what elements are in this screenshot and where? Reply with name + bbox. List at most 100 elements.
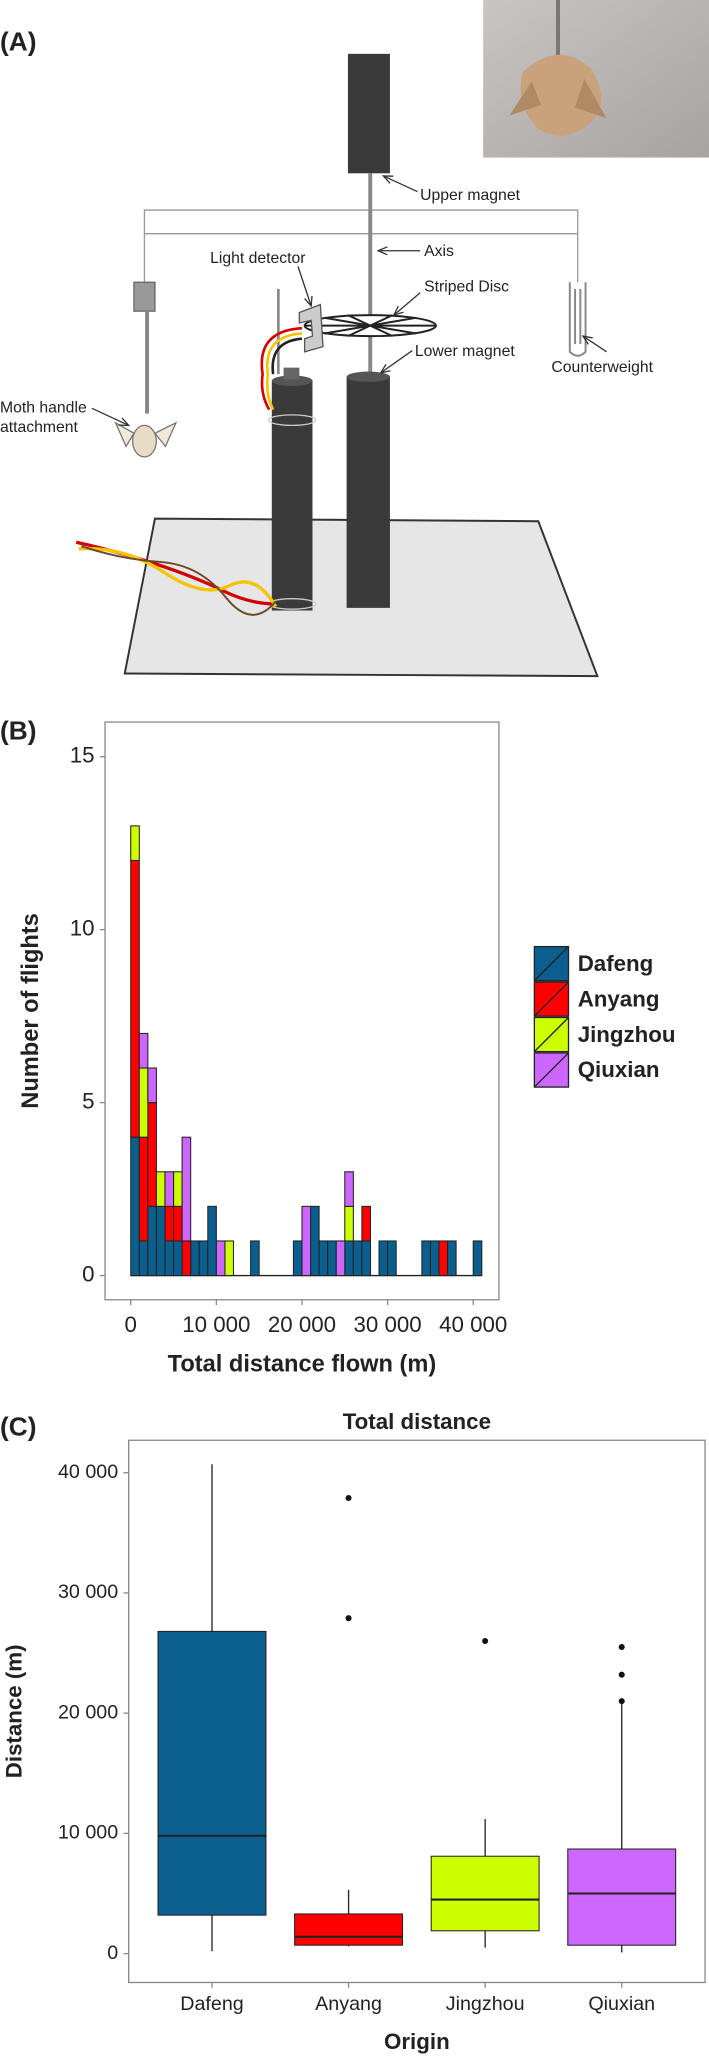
- bar: [130, 859, 140, 1138]
- bar: [378, 1240, 389, 1277]
- light-detector-shape: [298, 303, 324, 353]
- support-cylinder: [271, 380, 313, 611]
- diagram-label: Moth handle: [0, 399, 87, 416]
- box: [430, 1855, 540, 1932]
- y-tick-label: 10: [70, 916, 95, 941]
- bar: [361, 1205, 372, 1242]
- disc-stripes: [304, 314, 436, 337]
- y-tick-label: 30 000: [58, 1581, 118, 1603]
- diagram: Upper magnet Axis Light detector Striped…: [0, 0, 709, 678]
- diagram-label: Lower magnet: [415, 343, 515, 360]
- cylinder-top: [271, 375, 313, 386]
- arrow: [583, 336, 607, 353]
- diagram-label: attachment: [0, 419, 79, 436]
- bar: [181, 1240, 192, 1277]
- bar: [335, 1240, 346, 1277]
- x-axis-title: Total distance flown (m): [168, 1352, 437, 1378]
- moth: [131, 424, 157, 458]
- x-tick-label: 10 000: [182, 1312, 250, 1337]
- bar: [138, 1032, 149, 1069]
- x-tick-label: 30 000: [354, 1312, 422, 1337]
- clip: [133, 281, 156, 312]
- x-tick-label: Dafeng: [180, 1993, 244, 2015]
- bar: [472, 1240, 483, 1277]
- counterweight-shape: [568, 282, 587, 357]
- arrow: [394, 292, 421, 315]
- legend-label: Jingzhou: [578, 1022, 676, 1047]
- photo-moth: [520, 54, 602, 136]
- bar: [429, 1240, 440, 1277]
- bar: [215, 1240, 226, 1277]
- x-tick-label: Jingzhou: [446, 1993, 525, 2015]
- crossbar: [143, 209, 579, 235]
- wire: [78, 546, 278, 608]
- y-tick-label: 15: [70, 743, 95, 768]
- bar: [130, 825, 140, 861]
- bar: [147, 1205, 157, 1277]
- bar: [155, 1205, 166, 1277]
- diagram-label: Light detector: [210, 250, 305, 267]
- legend-slash: [533, 1052, 569, 1088]
- bar: [344, 1171, 354, 1207]
- bar: [138, 1136, 149, 1242]
- diagram-label: Upper magnet: [420, 187, 520, 204]
- legend-label: Qiuxian: [578, 1057, 660, 1082]
- bar: [138, 1240, 149, 1277]
- x-tick-label: 40 000: [439, 1312, 507, 1337]
- x-tick-label: 0: [125, 1312, 137, 1337]
- y-tick-label: 0: [82, 1261, 94, 1286]
- outlier: [618, 1644, 625, 1651]
- box: [157, 1630, 267, 1916]
- wire: [271, 337, 303, 375]
- outlier: [618, 1698, 625, 1705]
- bar: [447, 1240, 457, 1277]
- x-axis-title: Origin: [384, 2029, 450, 2054]
- panel-label: (C): [0, 1411, 36, 1441]
- bar: [198, 1240, 209, 1277]
- outlier: [618, 1671, 625, 1678]
- bar: [190, 1240, 200, 1277]
- legend-slash: [533, 981, 569, 1017]
- wire: [265, 332, 303, 411]
- bar: [164, 1240, 175, 1277]
- bar: [352, 1240, 363, 1277]
- bar: [164, 1171, 175, 1207]
- bar: [310, 1205, 320, 1277]
- y-tick-label: 0: [107, 1942, 118, 1964]
- y-tick-label: 40 000: [58, 1461, 118, 1483]
- diagram-label: Striped Disc: [424, 279, 509, 296]
- bar: [155, 1171, 166, 1207]
- bar: [173, 1240, 183, 1277]
- cap: [283, 367, 300, 380]
- x-tick-label: 20 000: [268, 1312, 336, 1337]
- y-axis-title: Distance (m): [2, 1644, 27, 1778]
- arrow: [381, 350, 413, 373]
- panel-label: (A): [0, 26, 36, 56]
- bar: [361, 1240, 372, 1277]
- bar: [344, 1240, 354, 1277]
- y-tick-label: 20 000: [58, 1701, 118, 1723]
- arrow: [383, 176, 418, 193]
- bar: [327, 1240, 337, 1277]
- upper-magnet-shape: [347, 53, 390, 174]
- plot-frame: [128, 1439, 706, 1984]
- y-tick-label: 10 000: [58, 1822, 118, 1844]
- bar: [147, 1067, 157, 1104]
- x-tick-label: Qiuxian: [588, 1993, 655, 2015]
- bar: [130, 1136, 140, 1277]
- diagram-label: Counterweight: [551, 359, 653, 376]
- photo-moth-wing: [509, 78, 607, 119]
- bar: [147, 1102, 157, 1207]
- y-axis-title: Number of flights: [18, 913, 44, 1109]
- bar: [421, 1240, 431, 1277]
- cylinder-top: [346, 371, 390, 383]
- panel-label: (B): [0, 716, 36, 746]
- moth-wings: [114, 421, 178, 448]
- charts: 0 5 10 15 0 10 000 20 000 30 000 40 000 Dafeng Any…: [2, 721, 706, 2054]
- legend-label: Anyang: [578, 986, 660, 1011]
- bar: [181, 1136, 192, 1242]
- bar: [173, 1171, 183, 1207]
- bar: [344, 1205, 354, 1242]
- box: [567, 1848, 677, 1946]
